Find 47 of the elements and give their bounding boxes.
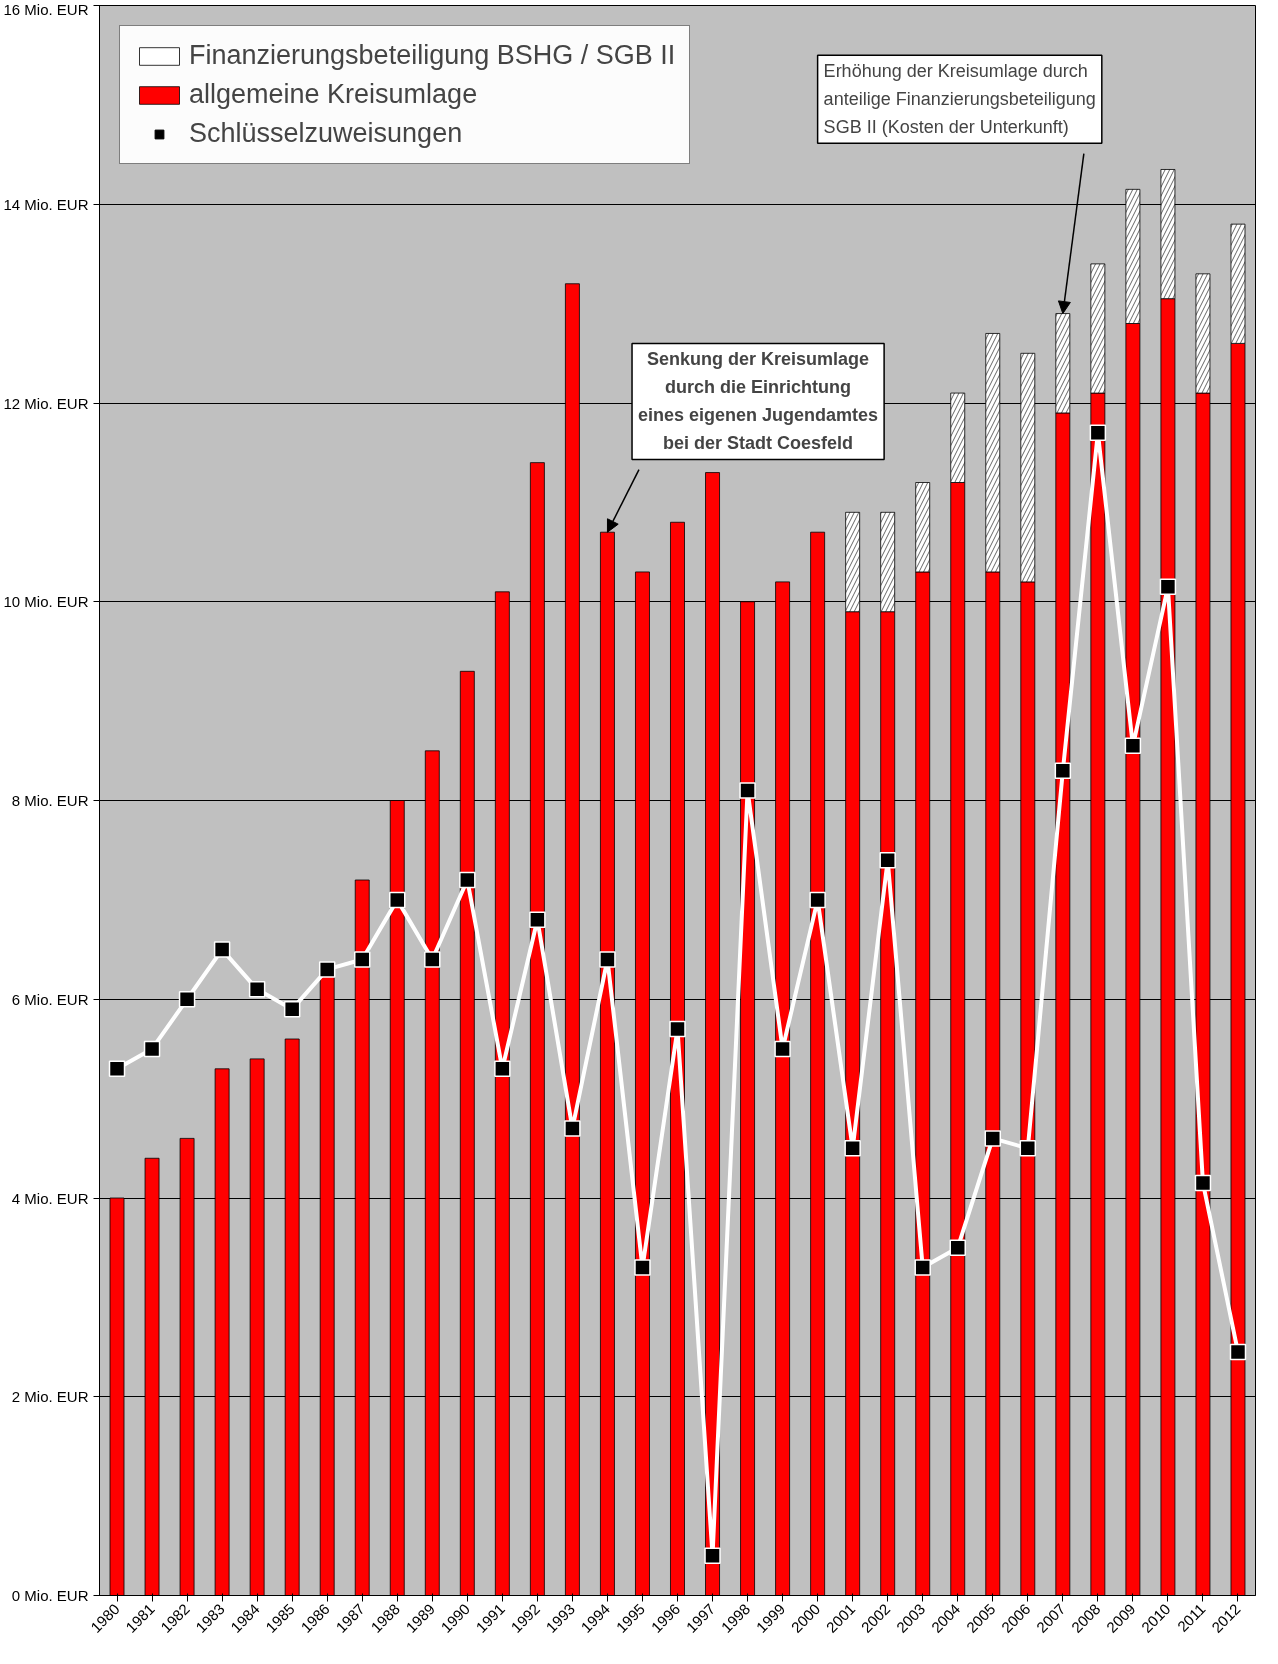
point — [529, 911, 546, 928]
point — [494, 1060, 511, 1078]
point — [1054, 762, 1072, 779]
annotation: Erhöhung der Kreisumlage durch anteilige Finanzierungsbeteiligung SGB II (Kosten der Unterkunft) — [823, 61, 1096, 138]
point — [389, 891, 406, 909]
point — [108, 1060, 126, 1078]
point — [353, 951, 371, 968]
point — [1159, 578, 1177, 596]
point — [599, 951, 616, 968]
y-tick-label: 10 Mio. EUR — [3, 593, 89, 611]
point — [213, 941, 231, 958]
y-tick-label: 4 Mio. EUR — [11, 1189, 89, 1207]
point — [564, 1120, 581, 1137]
point — [318, 961, 336, 978]
point — [1019, 1140, 1037, 1157]
point — [248, 981, 266, 998]
y-tick-label: 12 Mio. EUR — [3, 394, 89, 412]
annotation: Senkung der Kreisumlage durch die Einrichtung eines eigenen Jugendamtes bei der Stadt Coesfeld — [638, 349, 879, 454]
point — [1194, 1174, 1212, 1192]
point — [1124, 737, 1142, 755]
point — [809, 891, 826, 909]
point — [634, 1259, 651, 1276]
point — [704, 1547, 721, 1564]
y-tick-label: 6 Mio. EUR — [11, 990, 89, 1008]
point — [283, 1000, 301, 1018]
point — [143, 1040, 161, 1058]
point — [739, 782, 756, 799]
point — [669, 1020, 686, 1038]
point — [879, 851, 896, 869]
point — [914, 1259, 931, 1276]
y-tick-label: 8 Mio. EUR — [11, 792, 89, 809]
y-tick-label: 0 Mio. EUR — [11, 1587, 89, 1604]
point — [1089, 424, 1107, 442]
point — [1229, 1343, 1247, 1361]
y-tick-label: 14 Mio. EUR — [3, 195, 89, 213]
point — [459, 871, 476, 889]
point — [984, 1130, 1002, 1147]
y-tick-label: 16 Mio. EUR — [3, 0, 89, 18]
y-tick-label: 2 Mio. EUR — [11, 1388, 89, 1406]
point — [178, 991, 196, 1008]
legend-label: Schlüsselzuweisungen — [189, 118, 463, 149]
legend-label: Finanzierungsbeteiligung BSHG / SGB II — [189, 40, 676, 71]
point — [774, 1040, 791, 1058]
legend-label: allgemeine Kreisumlage — [189, 79, 478, 110]
point — [844, 1140, 861, 1157]
point — [949, 1239, 966, 1256]
point — [424, 951, 441, 968]
